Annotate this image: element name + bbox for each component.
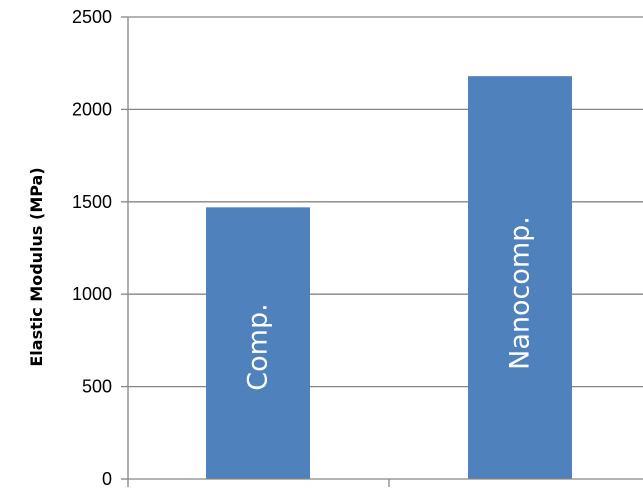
bar-label-1: Comp. — [243, 303, 274, 390]
y-axis-title: Elastic Modulus (MPa) — [27, 167, 46, 366]
bar-label-2: Nanocomp. — [505, 216, 536, 370]
y-tick-labels: 0 500 1000 1500 2000 2500 — [72, 7, 112, 489]
bar-1 — [206, 207, 310, 479]
bars — [206, 76, 572, 480]
y-tick-label-2000: 2000 — [72, 99, 112, 119]
axes — [121, 16, 643, 487]
y-tick-label-1500: 1500 — [72, 192, 112, 212]
y-tick-label-500: 500 — [82, 377, 112, 397]
y-tick-label-2500: 2500 — [72, 7, 112, 27]
bar-labels: Comp. Nanocomp. — [243, 216, 536, 391]
y-tick-label-1000: 1000 — [72, 284, 112, 304]
bar-2 — [468, 76, 572, 480]
y-tick-label-0: 0 — [102, 469, 112, 489]
